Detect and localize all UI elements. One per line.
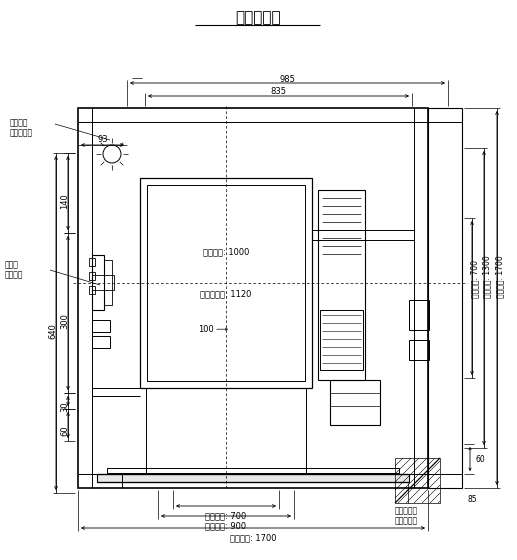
Text: 轿厢导轨距: 1120: 轿厢导轨距: 1120 bbox=[200, 289, 252, 298]
Text: 井道平面图: 井道平面图 bbox=[235, 11, 281, 26]
Bar bbox=[92, 255, 104, 310]
Bar bbox=[92, 275, 114, 290]
Text: 井道净宽: 1700: 井道净宽: 1700 bbox=[495, 255, 505, 298]
Text: 835: 835 bbox=[270, 87, 286, 96]
Text: 985: 985 bbox=[280, 74, 295, 83]
Bar bbox=[409, 300, 429, 330]
Bar bbox=[97, 474, 409, 482]
Text: 640: 640 bbox=[49, 323, 57, 339]
Bar bbox=[104, 260, 112, 305]
Bar bbox=[107, 468, 399, 473]
Text: 300: 300 bbox=[60, 313, 69, 329]
Bar bbox=[89, 272, 95, 280]
Text: 厅门净宽: 700: 厅门净宽: 700 bbox=[470, 260, 479, 298]
Text: 轿厢净深: 1000: 轿厢净深: 1000 bbox=[203, 247, 249, 256]
Bar bbox=[428, 108, 462, 488]
Text: 93: 93 bbox=[97, 134, 108, 143]
Bar bbox=[147, 185, 305, 381]
Bar bbox=[92, 336, 110, 348]
Text: 60: 60 bbox=[475, 455, 485, 464]
Bar bbox=[92, 320, 110, 332]
Text: 140: 140 bbox=[60, 193, 69, 209]
Text: 井道净宽: 1700: 井道净宽: 1700 bbox=[230, 533, 276, 542]
Text: 轿厢净宽: 1300: 轿厢净宽: 1300 bbox=[482, 255, 492, 298]
Text: 60: 60 bbox=[60, 425, 69, 436]
Bar bbox=[409, 340, 429, 360]
Text: 30: 30 bbox=[60, 401, 69, 412]
Bar bbox=[89, 258, 95, 266]
Text: 随行电
缆固定座: 随行电 缆固定座 bbox=[5, 260, 23, 279]
Bar bbox=[140, 178, 312, 388]
Bar bbox=[89, 286, 95, 294]
Text: 开门宽度: 700: 开门宽度: 700 bbox=[205, 511, 247, 520]
Bar bbox=[320, 310, 363, 370]
Bar bbox=[395, 458, 440, 503]
Text: 混凝土填充
由客户自理: 混凝土填充 由客户自理 bbox=[395, 506, 418, 525]
Bar bbox=[330, 380, 380, 425]
Text: 85: 85 bbox=[467, 496, 477, 505]
Text: 门洞宽度: 900: 门洞宽度: 900 bbox=[205, 521, 247, 530]
Bar bbox=[318, 190, 365, 380]
Text: 100: 100 bbox=[198, 325, 214, 334]
Bar bbox=[78, 108, 428, 488]
Text: 井道照明
由客户自理: 井道照明 由客户自理 bbox=[10, 118, 33, 138]
